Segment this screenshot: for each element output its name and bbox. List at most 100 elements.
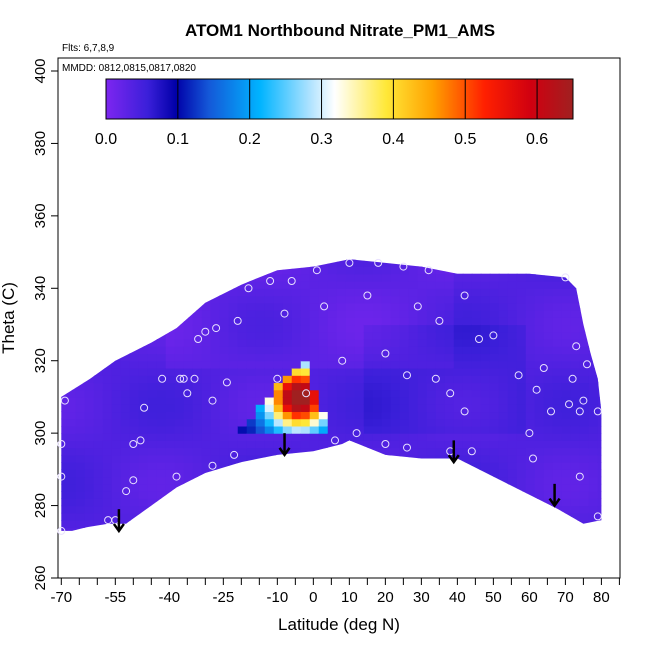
sample-point [208, 396, 217, 405]
heatmap-cell [561, 396, 572, 405]
sample-point [158, 374, 167, 383]
heatmap-cell [588, 433, 599, 441]
heatmap-cell [426, 447, 437, 456]
heatmap-cell [480, 302, 491, 311]
heatmap-cell [417, 288, 428, 297]
heatmap-cell [318, 418, 329, 427]
heatmap-cell [579, 404, 590, 413]
heatmap-cell [318, 411, 329, 420]
sample-point [593, 407, 602, 416]
heatmap-cell [174, 396, 185, 405]
heatmap-cell [102, 454, 113, 463]
heatmap-cell [552, 375, 563, 384]
heatmap-cell [534, 454, 545, 463]
heatmap-cell [327, 353, 338, 362]
heatmap-cell [552, 310, 563, 318]
heatmap-cell [138, 483, 149, 492]
descent-arrow [112, 509, 125, 534]
heatmap-cell [552, 418, 563, 427]
heatmap-cell [498, 360, 509, 369]
sample-point [374, 258, 383, 267]
heatmap-cell [516, 469, 527, 478]
heatmap-cell [300, 281, 311, 289]
heatmap-cell [444, 295, 455, 304]
heatmap-cell [93, 389, 104, 398]
heatmap-cell [444, 281, 455, 289]
heatmap-cell [570, 512, 581, 521]
heatmap-cell [291, 433, 302, 441]
heatmap-cell [426, 389, 437, 398]
heatmap-cell [336, 266, 347, 275]
heatmap-cell [534, 317, 545, 326]
heatmap-cell [390, 411, 401, 420]
x-tick-label: 70 [557, 589, 574, 606]
heatmap-cell [84, 483, 95, 492]
heatmap-cell [435, 375, 446, 384]
heatmap-cell [525, 360, 536, 369]
heatmap-cell [570, 360, 581, 369]
heatmap-cell [498, 433, 509, 441]
heatmap-cell [525, 491, 536, 499]
heatmap-cell [210, 389, 221, 398]
heatmap-cell [282, 425, 293, 434]
heatmap-cell [309, 353, 320, 362]
heatmap-cell [183, 389, 194, 398]
heatmap-cell [480, 382, 491, 391]
heatmap-cell [156, 346, 167, 355]
heatmap-cell [318, 425, 329, 434]
heatmap-cell [588, 476, 599, 485]
heatmap-cell [192, 469, 203, 478]
heatmap-cell [237, 440, 248, 449]
heatmap-cell [336, 324, 347, 333]
heatmap-cell [282, 317, 293, 326]
heatmap-cell [408, 440, 419, 449]
sample-point [467, 447, 476, 456]
heatmap-cell [525, 346, 536, 355]
sample-point [172, 472, 181, 481]
heatmap-cell [255, 295, 266, 304]
heatmap-cell [453, 360, 464, 369]
heatmap-cell [354, 382, 365, 391]
heatmap-cell [390, 447, 401, 456]
heatmap-cell [507, 367, 518, 376]
heatmap-cell [273, 389, 284, 398]
heatmap-cell [66, 425, 77, 434]
heatmap-cell [372, 418, 383, 427]
heatmap-cell [291, 447, 302, 456]
heatmap-cell [381, 389, 392, 398]
heatmap-cell [300, 447, 311, 456]
heatmap-cell [228, 396, 239, 405]
heatmap-cell [345, 375, 356, 384]
heatmap-cell [588, 462, 599, 470]
sample-point [183, 389, 192, 398]
heatmap-cell [489, 324, 500, 333]
heatmap-cell [174, 360, 185, 369]
heatmap-cell [399, 425, 410, 434]
heatmap-cell [147, 454, 158, 463]
sample-point [233, 316, 242, 325]
heatmap-cell [561, 310, 572, 318]
sample-point [212, 324, 221, 333]
heatmap-cell [588, 512, 599, 521]
heatmap-cell [534, 425, 545, 434]
heatmap-cell [390, 375, 401, 384]
heatmap-cell [597, 425, 602, 434]
heatmap-cell [453, 440, 464, 449]
heatmap-cell [84, 440, 95, 449]
heatmap-cell [480, 433, 491, 441]
heatmap-cell [516, 411, 527, 420]
heatmap-cell [246, 317, 257, 326]
heatmap-cell [264, 338, 275, 347]
heatmap-cell [408, 433, 419, 441]
heatmap-cell [219, 389, 230, 398]
heatmap-cell [174, 353, 185, 362]
heatmap-cell [291, 375, 302, 384]
heatmap-cell [534, 462, 545, 470]
heatmap-cell [336, 346, 347, 355]
heatmap-cell [309, 396, 320, 405]
heatmap-cell [129, 411, 140, 420]
heatmap-cell [534, 295, 545, 304]
heatmap-cell [372, 360, 383, 369]
heatmap-cell [318, 346, 329, 355]
heatmap-cell [327, 418, 338, 427]
